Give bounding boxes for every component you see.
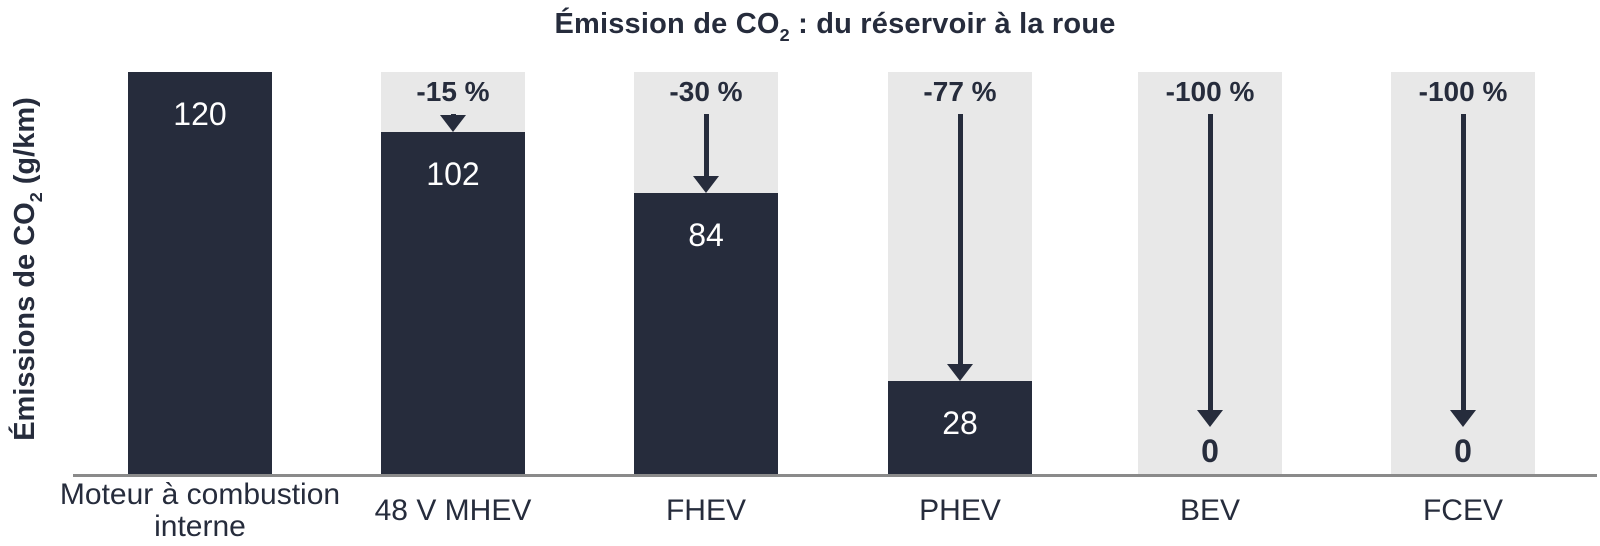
y-axis-label: Émissions de CO2 (g/km)	[9, 59, 47, 479]
chart-title-text: Émission de CO	[554, 8, 780, 40]
chart-title-subscript: 2	[779, 25, 790, 46]
bar-column-fcev: -100 % 0	[1391, 72, 1535, 475]
arrow-shaft	[450, 114, 456, 116]
x-axis-label-fhev: FHEV	[665, 494, 746, 528]
y-axis-label-subscript: 2	[26, 192, 47, 203]
y-axis-label-text: Émissions de CO	[9, 202, 41, 441]
chart-title-text-after: : du réservoir à la roue	[789, 8, 1116, 40]
reduction-label: -100 %	[1418, 76, 1508, 107]
reduction-label: -77 %	[923, 76, 997, 107]
x-axis-label-bev: BEV	[1179, 494, 1241, 528]
arrow-down-icon	[440, 115, 466, 133]
zero-value-label: 0	[1201, 433, 1219, 469]
x-axis-line	[73, 474, 1597, 477]
chart-title: Émission de CO2 : du réservoir à la roue	[73, 8, 1597, 45]
reduction-label: -100 %	[1165, 76, 1255, 107]
bar-column-bev: -100 % 0	[1138, 72, 1282, 475]
bar-value-label: 84	[688, 216, 724, 253]
reduction-label: -30 %	[669, 76, 743, 107]
reduction-arrow	[1450, 114, 1476, 427]
bar-column-48v-mhev: -15 % 102	[381, 72, 525, 475]
arrow-down-icon	[693, 175, 719, 193]
bar-column-fhev: -30 % 84	[634, 72, 778, 475]
bar: 28	[888, 380, 1032, 475]
bar-column-ice: 120	[128, 72, 272, 475]
bar: 120	[128, 72, 272, 475]
x-axis-label-48v-mhev: 48 V MHEV	[374, 494, 532, 528]
reduction-arrow	[947, 114, 973, 381]
bar-value-label: 28	[942, 404, 978, 441]
arrow-shaft	[957, 114, 963, 364]
x-axis-label-phev: PHEV	[919, 494, 1001, 528]
x-axis-label-ice: Moteur à combustion interne	[59, 478, 341, 543]
bar: 84	[634, 192, 778, 475]
arrow-down-icon	[1450, 410, 1476, 427]
y-axis-label-text-after: (g/km)	[9, 97, 41, 193]
bar-column-phev: -77 % 28	[888, 72, 1032, 475]
bar-value-label: 102	[426, 156, 480, 193]
arrow-shaft	[1207, 114, 1213, 410]
bar-value-label: 120	[173, 96, 227, 132]
reduction-arrow	[693, 114, 719, 193]
x-axis-label-fcev: FCEV	[1422, 494, 1503, 528]
arrow-down-icon	[1197, 410, 1223, 427]
arrow-shaft	[1460, 114, 1466, 410]
arrow-down-icon	[947, 363, 973, 381]
bar: 102	[381, 132, 525, 475]
zero-value-label: 0	[1454, 433, 1472, 469]
x-axis-labels: Moteur à combustion interne 48 V MHEV FH…	[60, 479, 1597, 543]
reduction-label: -15 %	[416, 76, 490, 107]
reduction-arrow	[1197, 114, 1223, 427]
arrow-shaft	[703, 114, 709, 176]
reduction-arrow	[440, 114, 466, 133]
plot-area: 120 -15 % 102 -30 % 84	[73, 72, 1597, 475]
